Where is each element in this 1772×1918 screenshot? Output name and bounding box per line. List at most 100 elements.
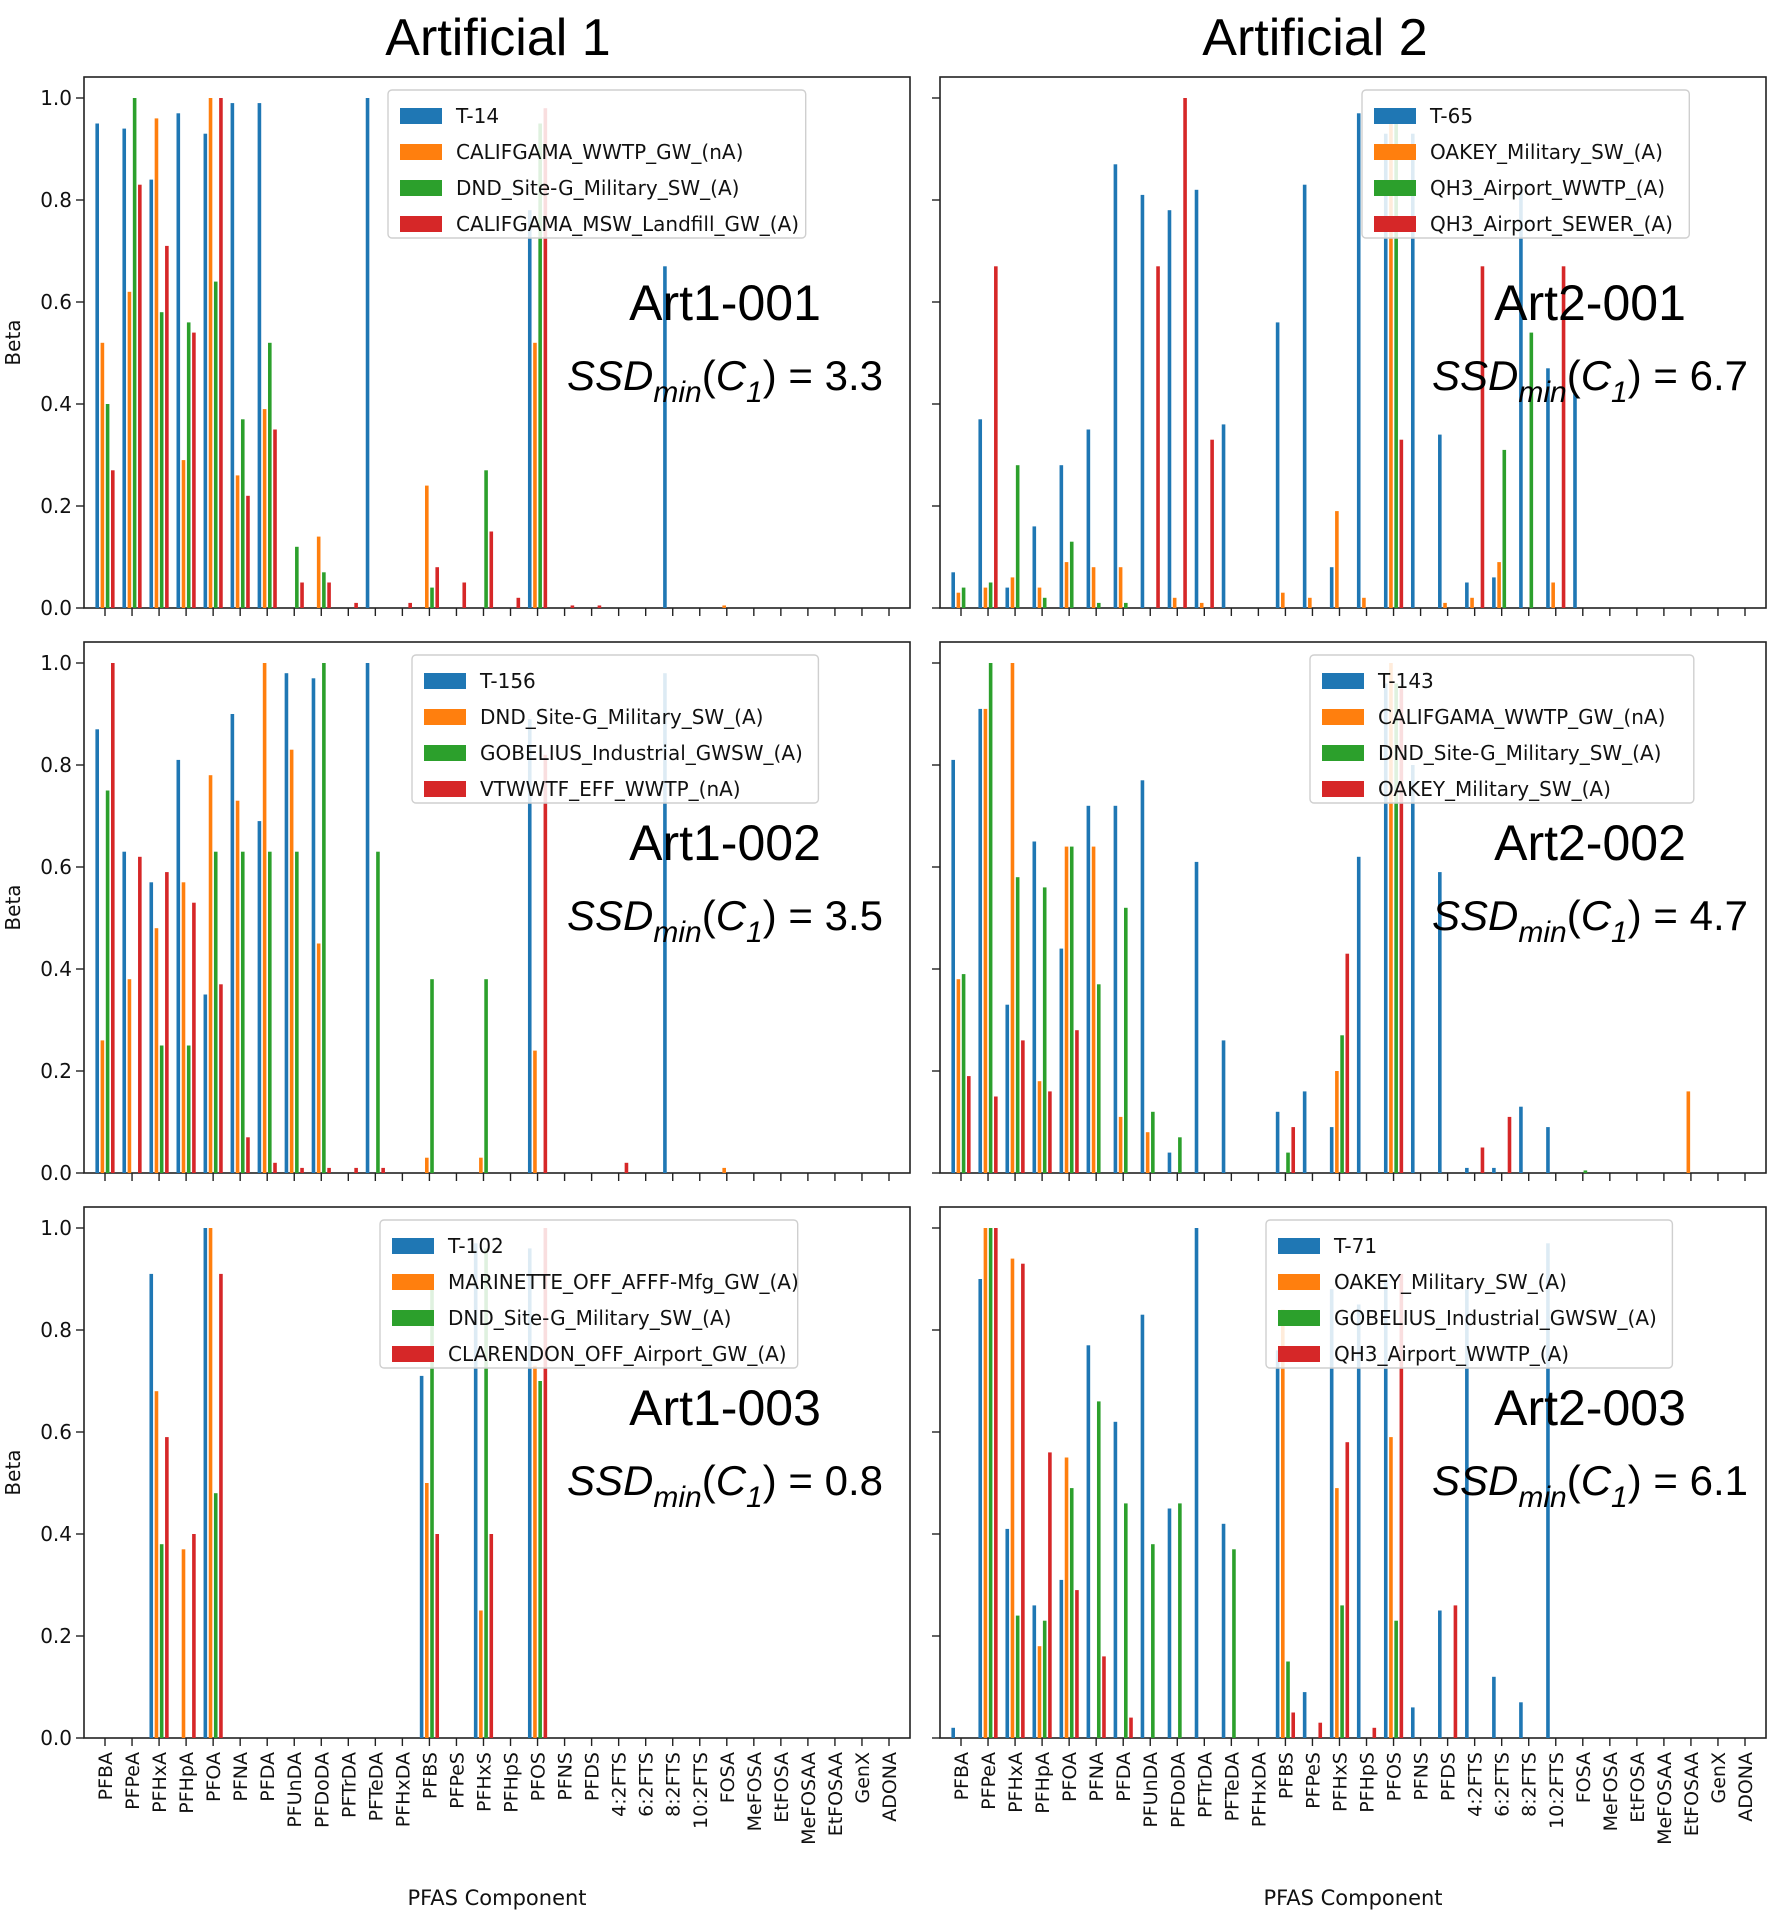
bar-2-pfna <box>235 800 240 1173</box>
bar-1-pfhxa <box>149 1273 154 1738</box>
bar-4-pfpea <box>138 856 142 1173</box>
bar-2-pfbs <box>1281 1309 1285 1738</box>
bar-1-pfna <box>1086 805 1091 1173</box>
x-tick-label: PFTrDA <box>338 1752 360 1818</box>
bar-3-pfhpa <box>1042 597 1047 608</box>
bar-1-pfna <box>1086 1345 1091 1738</box>
panel-id-label: Art1-001 <box>629 275 821 331</box>
bar-1-pfhps <box>1356 1304 1361 1738</box>
bar-2-pfda <box>262 409 267 608</box>
bar-2-fosa <box>722 1167 726 1173</box>
bar-1-pfpes <box>1302 1091 1307 1173</box>
y-tick-label: 0.2 <box>40 1624 72 1648</box>
bar-3-pfba <box>961 974 966 1173</box>
bar-3-pfda <box>268 342 272 608</box>
bar-1-pfda <box>1113 805 1118 1173</box>
bar-1-pfos <box>1383 683 1388 1173</box>
bar-3-pfhpa <box>186 1045 191 1173</box>
bar-4-pfoa <box>219 1273 223 1738</box>
bar-2-pfhxa <box>154 928 159 1173</box>
bar-1-pfunda <box>284 673 289 1173</box>
bar-1-pfunda <box>1140 194 1145 608</box>
bar-3-pfhxs <box>484 979 488 1173</box>
bar-4-pfhpa <box>1048 1091 1052 1173</box>
bar-1-pfdoda <box>311 678 316 1173</box>
bar-4-pfbs <box>435 1534 440 1738</box>
bar-3-pfbs <box>1286 1152 1290 1173</box>
x-tick-label: EtFOSAA <box>825 1752 847 1836</box>
bar-4-10:2fts <box>1561 266 1566 608</box>
bar-2-pfbs <box>1281 592 1285 608</box>
bar-2-pfba <box>956 979 961 1173</box>
bar-4-pfdoda <box>1183 98 1187 608</box>
bar-1-pfhxa <box>1005 587 1010 608</box>
legend: T-65 OAKEY_Military_SW_(A) QH3_Airport_WWT… <box>1361 89 1690 239</box>
legend: T-143 CALIFGAMA_WWTP_GW_(nA) DND_Site-G_Mi… <box>1309 654 1695 804</box>
bar-1-pfoa <box>1059 948 1064 1173</box>
bar-1-pfns <box>1410 765 1415 1173</box>
bar-1-pfhpa <box>176 759 181 1173</box>
x-tick-label: MeFOSA <box>744 1752 766 1831</box>
bar-3-pfpea <box>988 582 993 608</box>
bar-4-pfos <box>543 1228 548 1738</box>
legend-swatch <box>1278 1274 1320 1290</box>
axes-frame <box>83 1206 911 1739</box>
bar-2-pfhpa <box>181 1549 186 1738</box>
x-tick-label: EtFOSA <box>1627 1752 1649 1823</box>
bar-2-pfhpa <box>1037 587 1042 608</box>
bar-2-pfna <box>235 475 240 608</box>
bar-4-pfbs <box>1291 1127 1296 1173</box>
bar-1-pfoa <box>1059 1579 1064 1738</box>
legend-box <box>379 1219 799 1369</box>
legend-swatch <box>1322 781 1364 797</box>
legend-entry: DND_Site-G_Military_SW_(A) <box>480 705 763 729</box>
bar-3-pfunda <box>295 851 299 1173</box>
bar-1-pfda <box>257 821 262 1173</box>
bar-4-pfda <box>273 429 277 608</box>
legend-entry: DND_Site-G_Military_SW_(A) <box>456 176 739 200</box>
bar-2-pfos <box>1389 663 1393 1173</box>
bar-2-pftrda <box>1199 602 1204 608</box>
x-tick-label: PFPeA <box>122 1752 144 1810</box>
bar-2-pfoa <box>208 775 213 1173</box>
legend-swatch <box>400 180 442 196</box>
bar-2-pfbs <box>425 1483 429 1738</box>
bar-1-8:2fts <box>1519 1702 1523 1738</box>
x-tick-label: PFDS <box>1438 1752 1460 1801</box>
bar-4-4:2fts <box>1480 266 1485 608</box>
ssd-annotation: SSDmin(C1) = 3.3 <box>567 352 883 409</box>
x-tick-label: GenX <box>852 1752 874 1803</box>
bar-1-pfoa <box>203 994 208 1173</box>
bar-4-pfba <box>967 1076 971 1173</box>
bar-2-6:2fts <box>1497 562 1501 608</box>
bar-1-pfbs <box>1275 322 1280 608</box>
x-tick-label: PFOA <box>203 1752 225 1802</box>
bar-3-pfda <box>1124 907 1128 1173</box>
bar-3-pfteda <box>1232 1549 1236 1738</box>
bar-4-pfunda <box>300 1167 304 1173</box>
bar-3-pfoa <box>1069 1488 1074 1738</box>
bar-4-pfhxs <box>1345 1442 1350 1738</box>
ssd-annotation: SSDmin(C1) = 6.1 <box>1432 1457 1748 1514</box>
bar-1-pfds <box>1438 872 1442 1173</box>
legend-box <box>1361 89 1690 239</box>
legend-swatch <box>1322 745 1364 761</box>
bar-1-pfteda <box>365 98 370 608</box>
bar-2-pfhxs <box>1335 1071 1339 1173</box>
x-tick-label: 6:2FTS <box>1492 1752 1514 1817</box>
bar-2-pfos <box>1389 1437 1393 1738</box>
bar-1-pfhpa <box>176 113 181 609</box>
bar-3-pfbs <box>430 587 434 608</box>
bar-1-pfba <box>951 759 955 1173</box>
bar-1-pfda <box>1113 164 1118 609</box>
y-tick-label: 0.6 <box>40 855 72 879</box>
bar-1-pfteda <box>365 663 370 1173</box>
bar-4-pfba <box>111 470 115 608</box>
bar-4-pfpea <box>138 184 142 608</box>
x-tick-label: ADONA <box>1735 1752 1757 1822</box>
bar-3-pfoa <box>1069 846 1074 1173</box>
bar-2-pfba <box>100 342 105 608</box>
bar-2-pfda <box>1118 1116 1123 1173</box>
bar-2-pfhxa <box>154 118 159 609</box>
bar-1-pfteda <box>1221 424 1226 608</box>
